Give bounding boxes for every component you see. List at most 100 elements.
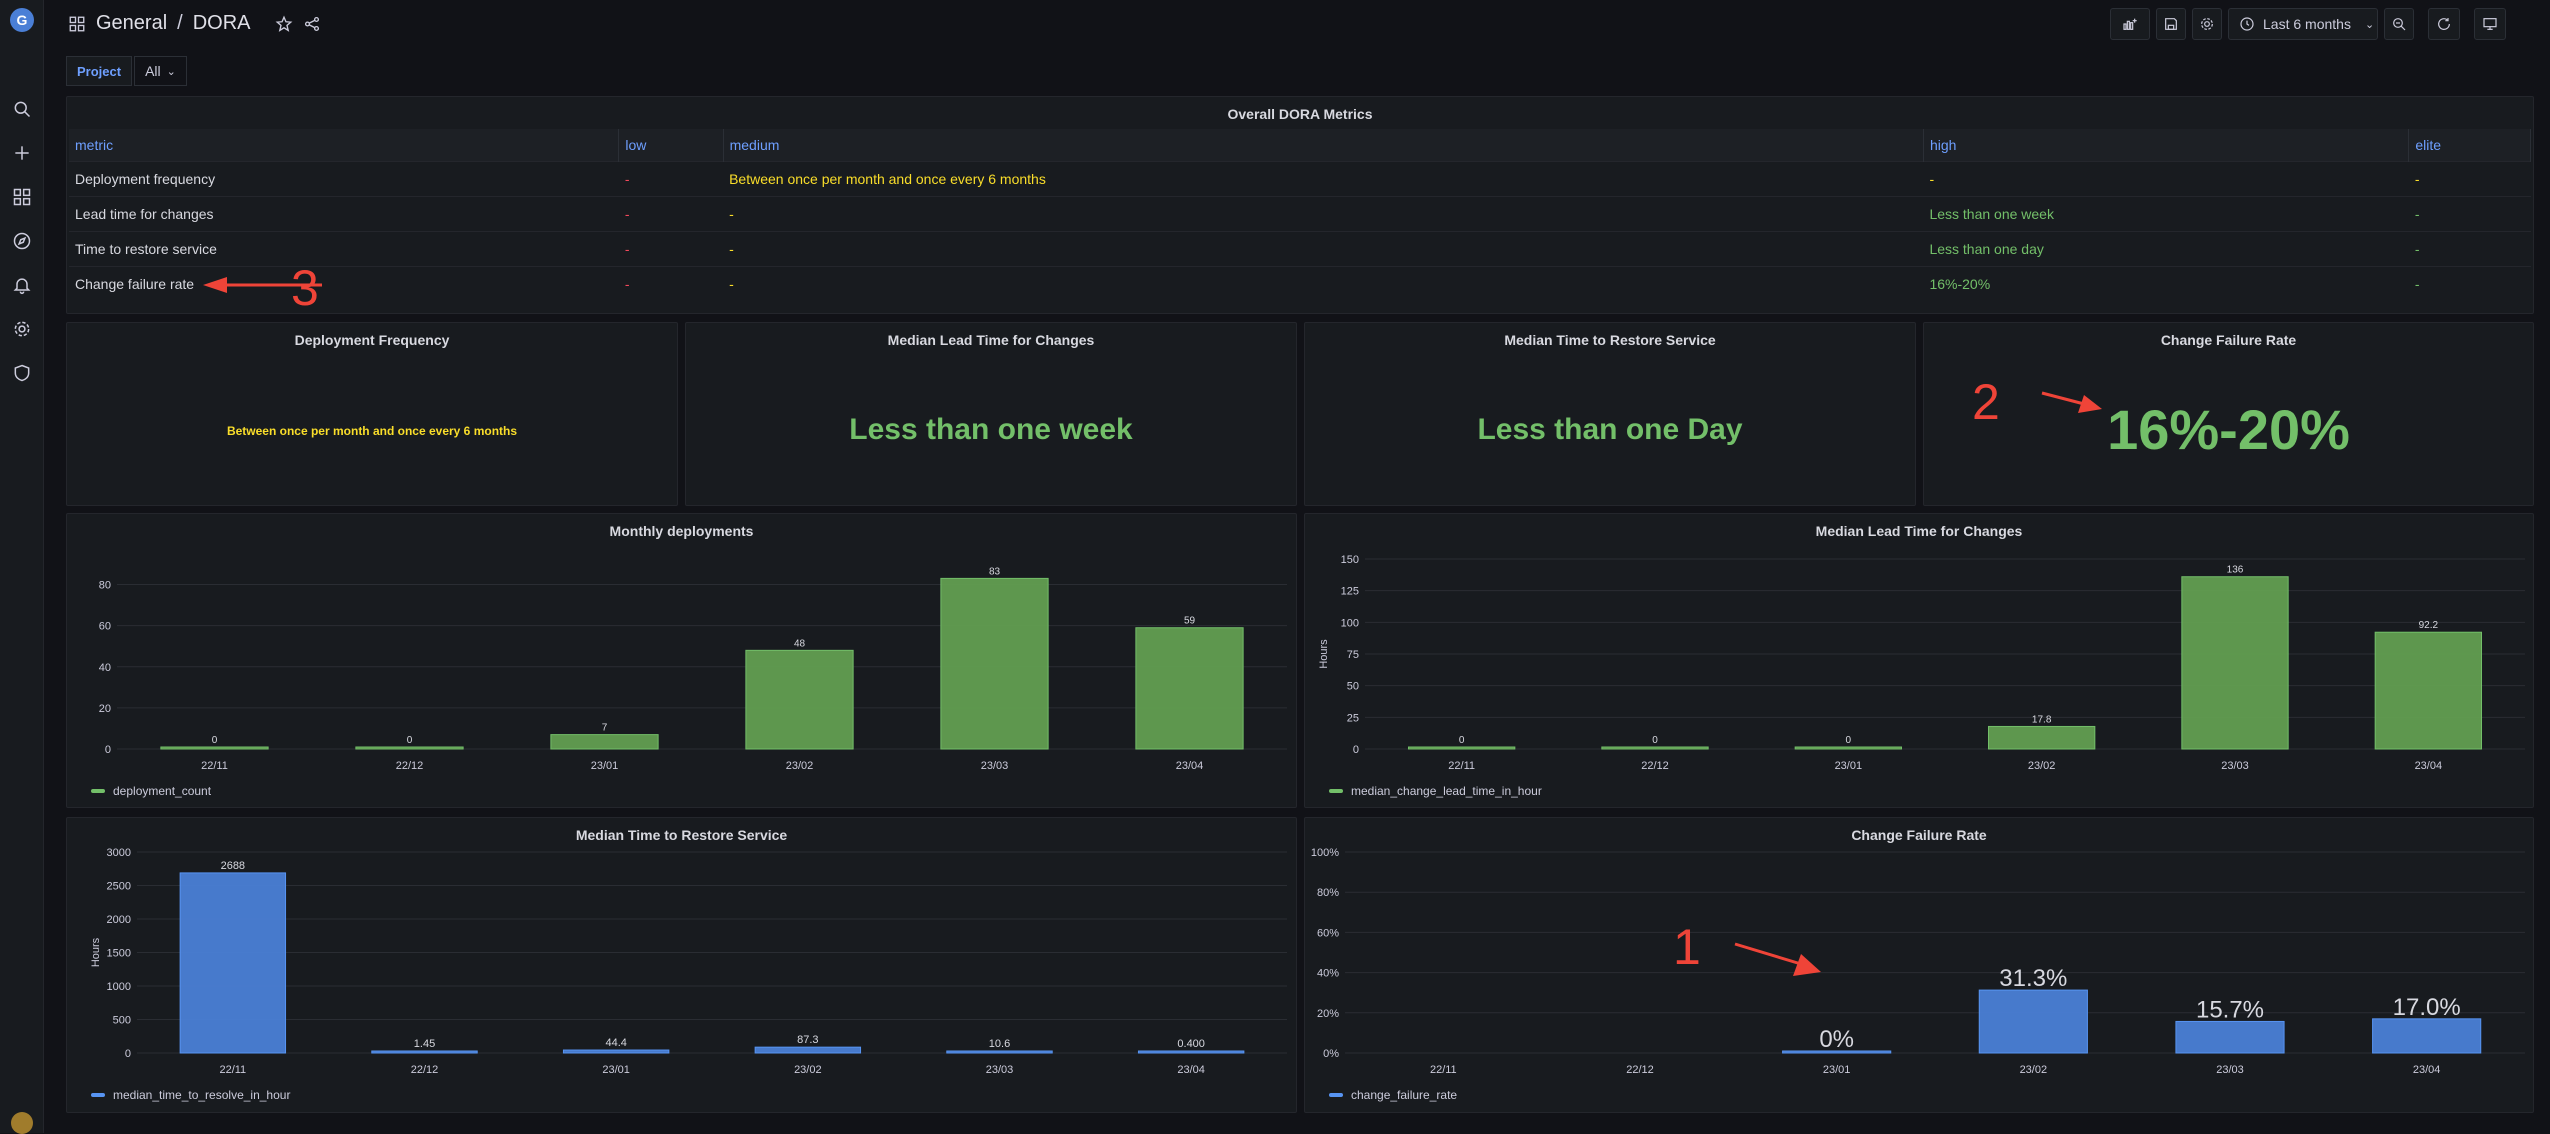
y-tick-label: 2500 [107, 881, 131, 893]
y-tick-label: 125 [1341, 586, 1359, 598]
grafana-logo-icon[interactable]: G [10, 8, 34, 32]
panel-title: Median Lead Time for Changes [887, 332, 1095, 348]
alerting-bell-icon[interactable] [11, 274, 33, 296]
table-row: Deployment frequency - Between once per … [69, 160, 2531, 196]
settings-button[interactable] [2192, 8, 2222, 40]
table-row: Time to restore service - - Less than on… [69, 230, 2531, 266]
column-header[interactable]: low [618, 129, 724, 161]
x-tick-label: 22/12 [411, 1064, 439, 1076]
variable-project-label: Project [66, 56, 133, 86]
breadcrumb-separator: / [177, 12, 183, 34]
x-tick-label: 23/03 [981, 760, 1009, 772]
data-label: 0 [1459, 735, 1465, 746]
median-lead-time-chart-panel: Median Lead Time for Changes 0 25 50 75 100 1… [1304, 513, 2534, 808]
data-label: 0% [1819, 1026, 1854, 1053]
data-label: 59 [1184, 616, 1196, 627]
table-cell: - [723, 230, 1924, 266]
breadcrumb-folder[interactable]: General [96, 12, 168, 34]
x-tick-label: 23/02 [2020, 1064, 2048, 1076]
save-dashboard-button[interactable] [2156, 8, 2186, 40]
median-time-to-restore-chart-panel: Median Time to Restore Service 0 500 1000 1… [66, 817, 1297, 1113]
x-tick-label: 23/01 [1823, 1064, 1851, 1076]
shield-icon[interactable] [11, 362, 33, 384]
x-tick-label: 23/04 [2413, 1064, 2441, 1076]
median-lead-time-stat-panel: Median Lead Time for Changes Less than o… [685, 322, 1297, 506]
table-cell: - [1923, 160, 2409, 196]
chart-legend[interactable]: median_change_lead_time_in_hour [1329, 784, 1542, 798]
stat-value: Less than one Day [1477, 413, 1743, 446]
add-panel-button[interactable] [2110, 8, 2150, 40]
y-tick-label: 500 [113, 1015, 131, 1027]
panel-title: Monthly deployments [609, 523, 754, 539]
table-row: Change failure rate - - 16%-20% - [69, 265, 2531, 301]
data-label: 44.4 [605, 1037, 626, 1049]
add-panel-icon [2123, 18, 2137, 30]
x-tick-label: 23/02 [2028, 760, 2056, 772]
data-label: 83 [989, 566, 1001, 577]
x-tick-label: 23/01 [591, 760, 619, 772]
y-tick-label: 40 [99, 662, 111, 674]
chart-legend[interactable]: median_time_to_resolve_in_hour [91, 1088, 290, 1102]
dashboards-icon[interactable] [11, 186, 33, 208]
variable-project-select[interactable]: All ⌄ [134, 56, 187, 86]
table-cell: Less than one day [1923, 230, 2409, 266]
bar [1137, 1050, 1245, 1054]
legend-label: median_time_to_resolve_in_hour [113, 1088, 291, 1102]
tv-mode-button[interactable] [2474, 8, 2506, 40]
change-failure-rate-stat-panel: Change Failure Rate 16%-20% 2 [1923, 322, 2534, 506]
table-cell: - [723, 265, 1924, 301]
x-tick-label: 23/02 [786, 760, 814, 772]
chart-legend[interactable]: change_failure_rate [1329, 1088, 1457, 1102]
explore-compass-icon[interactable] [11, 230, 33, 252]
share-icon[interactable] [303, 15, 321, 33]
x-tick-label: 23/04 [1177, 1064, 1205, 1076]
column-header[interactable]: metric [69, 129, 620, 161]
zoom-out-button[interactable] [2384, 8, 2414, 40]
search-icon[interactable] [11, 98, 33, 120]
column-header[interactable]: elite [2408, 129, 2531, 161]
panel-title: Change Failure Rate [1851, 827, 1987, 843]
legend-swatch [91, 789, 105, 793]
y-tick-label: 60 [99, 621, 111, 633]
x-tick-label: 22/11 [201, 760, 228, 772]
x-tick-label: 23/02 [794, 1064, 822, 1076]
legend-swatch [1329, 789, 1343, 793]
star-icon[interactable] [275, 15, 293, 33]
column-header[interactable]: medium [723, 129, 1924, 161]
bar [1988, 725, 2096, 750]
bar [2181, 576, 2289, 750]
x-tick-label: 23/01 [1835, 760, 1863, 772]
y-tick-label: 20% [1317, 1008, 1339, 1020]
y-tick-label: 40% [1317, 968, 1339, 980]
breadcrumb: General / DORA [68, 12, 321, 35]
bar [160, 746, 269, 750]
time-range-picker[interactable]: Last 6 months ⌄ [2228, 8, 2378, 40]
save-icon [2165, 18, 2177, 30]
bar [179, 872, 287, 1054]
data-label: 0.400 [1177, 1038, 1205, 1050]
avatar[interactable] [11, 1112, 33, 1134]
y-axis-label: Hours [90, 937, 102, 967]
gear-icon[interactable] [11, 318, 33, 340]
table-cell: - [618, 265, 724, 301]
y-tick-label: 1500 [107, 948, 131, 960]
median-lead-time-chart: 0 25 50 75 100 125 150 Hours 22/11 0 22/12 0 23/01 0 2… [1318, 554, 2525, 772]
y-tick-label: 50 [1347, 681, 1359, 693]
table-cell: Change failure rate [69, 265, 619, 301]
zoom-out-icon [2393, 18, 2406, 31]
refresh-button[interactable] [2428, 8, 2460, 40]
table-cell: - [2408, 265, 2531, 301]
panel-title: Median Lead Time for Changes [1815, 523, 2023, 539]
y-tick-label: 75 [1347, 649, 1359, 661]
bar [1601, 746, 1709, 750]
x-tick-label: 22/12 [1626, 1064, 1654, 1076]
bar [754, 1046, 862, 1054]
table-cell: - [2408, 195, 2531, 231]
breadcrumb-dashboard[interactable]: DORA [192, 12, 251, 34]
panel-title: Deployment Frequency [294, 332, 450, 348]
plus-icon[interactable] [11, 142, 33, 164]
annotation-label: 3 [291, 260, 319, 316]
chart-legend[interactable]: deployment_count [91, 784, 211, 798]
refresh-icon [2438, 18, 2450, 30]
column-header[interactable]: high [1923, 129, 2410, 161]
